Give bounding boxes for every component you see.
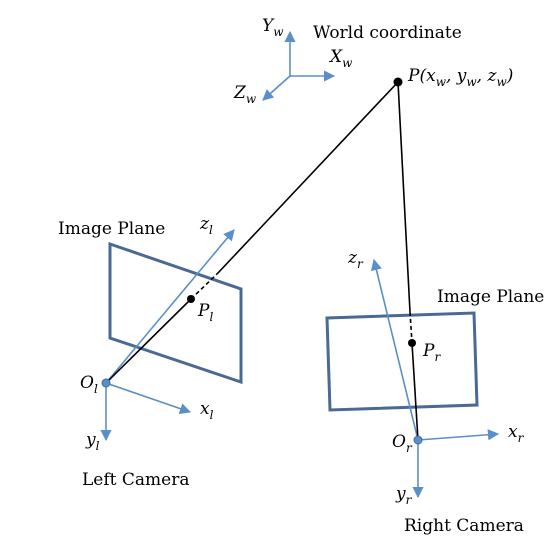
world-frame: Yw Xw Zw World coordinate — [233, 16, 462, 106]
right-camera-caption: Right Camera — [404, 516, 524, 536]
right-z-axis — [370, 258, 419, 441]
world-z-label: Zw — [233, 83, 257, 106]
right-image-plane — [325, 311, 479, 412]
left-ray-dashed — [190, 273, 218, 300]
right-camera-group: Image Plane Pr Or zr xr yr Right Camera — [325, 81, 544, 536]
right-camera-center — [413, 435, 423, 445]
world-y-label: Yw — [262, 16, 284, 39]
left-image-plane-label: Image Plane — [58, 219, 165, 239]
world-coordinate-title: World coordinate — [313, 23, 462, 43]
left-ray-to-projection — [105, 298, 192, 384]
left-camera-group: Image Plane Pl Ol zl xl yl Left Camera — [58, 81, 399, 490]
right-z-label: zr — [347, 248, 364, 271]
left-projection-point — [187, 295, 195, 303]
world-point-group: P(xw, yw, zw) — [393, 66, 513, 89]
right-projection-point — [408, 339, 416, 347]
right-ray-to-point — [397, 81, 411, 313]
left-origin-label: Ol — [80, 373, 98, 396]
right-ray-to-center — [411, 342, 419, 441]
left-camera-center — [101, 378, 111, 388]
right-origin-label: Or — [392, 432, 413, 455]
left-camera-caption: Left Camera — [82, 470, 189, 490]
left-image-plane — [108, 241, 243, 385]
left-ray-to-point — [216, 81, 399, 275]
right-y-label: yr — [395, 484, 413, 507]
left-z-axis — [105, 229, 235, 384]
world-x-label: Xw — [328, 47, 353, 70]
left-x-axis — [105, 382, 192, 415]
world-point-label: P(xw, yw, zw) — [407, 66, 513, 89]
right-ray-dashed — [409, 311, 413, 344]
right-x-axis — [417, 429, 500, 441]
world-z-axis — [262, 75, 291, 101]
left-projection-label: Pl — [197, 301, 213, 324]
left-x-label: xl — [200, 399, 214, 422]
right-x-label: xr — [508, 422, 525, 445]
right-image-plane-label: Image Plane — [437, 287, 544, 307]
right-projection-label: Pr — [422, 341, 441, 364]
left-z-label: zl — [199, 214, 213, 237]
left-y-label: yl — [85, 430, 100, 453]
